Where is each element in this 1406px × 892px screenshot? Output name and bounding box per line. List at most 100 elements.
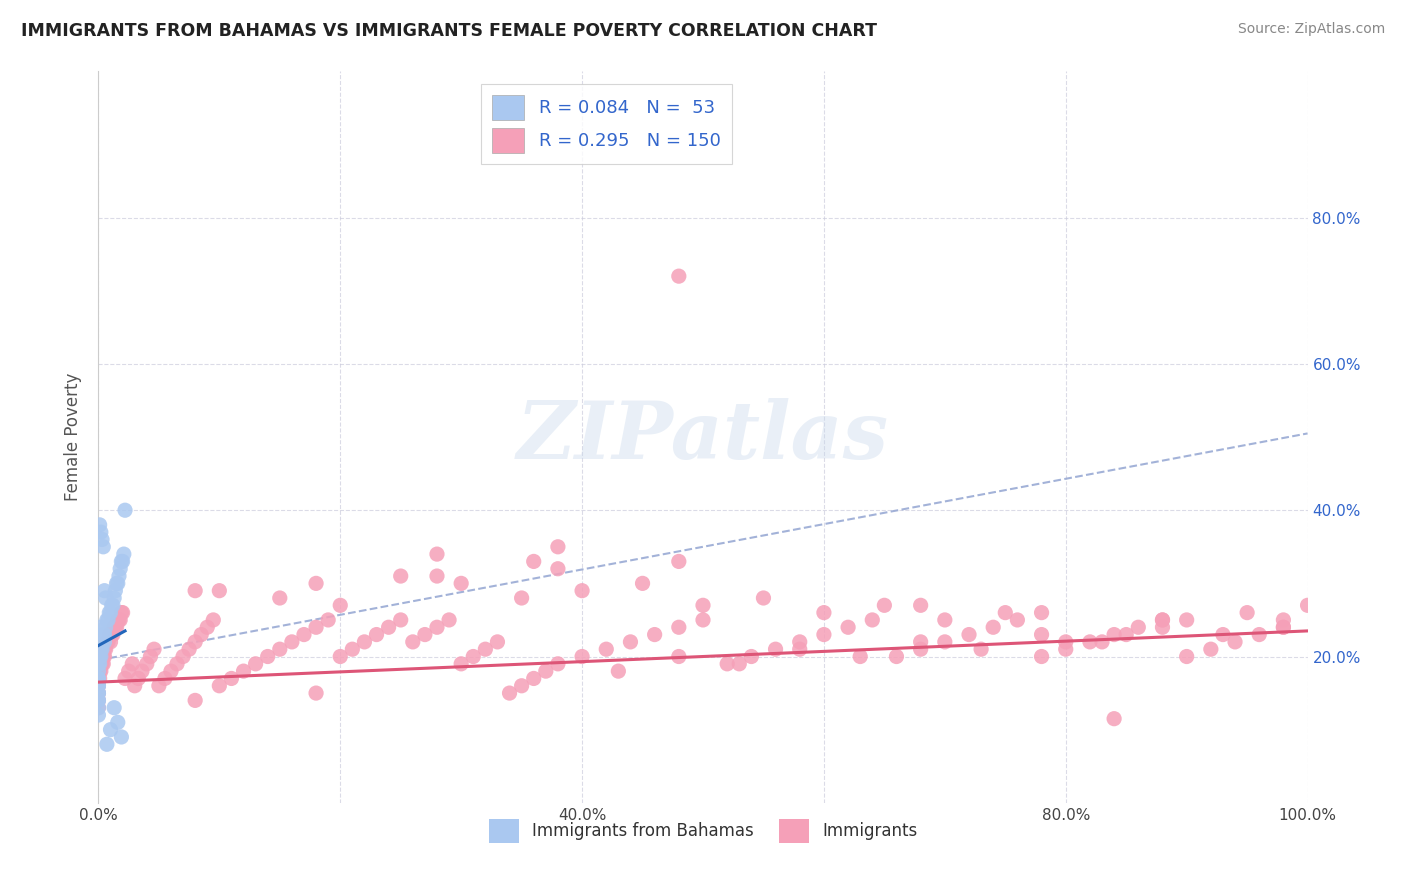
Point (195, 620, 218, 634)
Point (91, 649, 114, 664)
Point (426, 620, 449, 634)
Point (98, 606, 121, 620)
Point (87, 672, 110, 686)
Y-axis label: Female Poverty: Female Poverty (65, 373, 83, 501)
Point (1249, 627, 1271, 641)
Point (607, 664, 630, 678)
Point (1007, 613, 1029, 627)
Point (789, 635, 811, 649)
Point (1152, 613, 1174, 627)
Point (1152, 613, 1174, 627)
Point (269, 591, 291, 605)
Point (160, 664, 183, 678)
Point (91, 533, 114, 547)
Point (87, 686, 110, 700)
Point (910, 642, 932, 657)
Point (813, 606, 835, 620)
Point (474, 642, 496, 657)
Point (619, 635, 641, 649)
Point (910, 635, 932, 649)
Point (571, 649, 593, 664)
Point (631, 576, 654, 591)
Point (91, 657, 114, 671)
Point (692, 599, 714, 613)
Point (595, 642, 617, 657)
Point (668, 554, 690, 568)
Point (131, 664, 153, 678)
Point (873, 599, 896, 613)
Point (91, 657, 114, 671)
Point (1223, 635, 1246, 649)
Point (112, 547, 135, 561)
Point (94, 642, 117, 657)
Point (668, 269, 690, 284)
Point (510, 591, 533, 605)
Point (91, 642, 114, 657)
Point (256, 649, 278, 664)
Text: Source: ZipAtlas.com: Source: ZipAtlas.com (1237, 22, 1385, 37)
Point (135, 657, 157, 671)
Point (1175, 649, 1198, 664)
Point (437, 613, 460, 627)
Point (111, 606, 134, 620)
Point (1102, 627, 1125, 641)
Point (93, 627, 115, 641)
Point (305, 576, 328, 591)
Point (103, 591, 125, 605)
Point (107, 576, 129, 591)
Point (463, 649, 485, 664)
Point (118, 664, 141, 678)
Point (87, 693, 110, 707)
Point (292, 627, 315, 641)
Point (101, 627, 124, 641)
Point (523, 672, 546, 686)
Point (94, 620, 117, 634)
Point (402, 635, 425, 649)
Point (184, 583, 207, 598)
Point (93, 649, 115, 664)
Point (668, 649, 690, 664)
Point (486, 635, 509, 649)
Point (89, 664, 111, 678)
Point (245, 657, 267, 671)
Point (837, 620, 859, 634)
Point (114, 503, 136, 517)
Point (813, 627, 835, 641)
Point (87, 672, 110, 686)
Point (108, 613, 131, 627)
Point (547, 540, 569, 554)
Point (107, 613, 129, 627)
Point (87, 693, 110, 707)
Point (752, 591, 775, 605)
Point (100, 627, 122, 641)
Point (413, 627, 436, 641)
Point (94, 591, 117, 605)
Point (89, 620, 111, 634)
Point (1115, 627, 1137, 641)
Point (87, 664, 110, 678)
Point (534, 664, 557, 678)
Point (305, 620, 328, 634)
Point (101, 599, 124, 613)
Point (886, 649, 908, 664)
Point (329, 649, 352, 664)
Point (93, 642, 115, 657)
Point (121, 657, 143, 671)
Point (87, 700, 110, 714)
Point (91, 540, 114, 554)
Point (232, 664, 254, 678)
Point (87, 649, 110, 664)
Point (426, 569, 449, 583)
Point (450, 576, 472, 591)
Point (190, 627, 212, 641)
Point (789, 642, 811, 657)
Point (353, 635, 375, 649)
Point (1152, 620, 1174, 634)
Point (716, 657, 738, 671)
Point (107, 715, 129, 730)
Point (89, 657, 111, 671)
Point (111, 554, 134, 568)
Point (305, 686, 328, 700)
Point (110, 554, 132, 568)
Text: ZIPatlas: ZIPatlas (517, 399, 889, 475)
